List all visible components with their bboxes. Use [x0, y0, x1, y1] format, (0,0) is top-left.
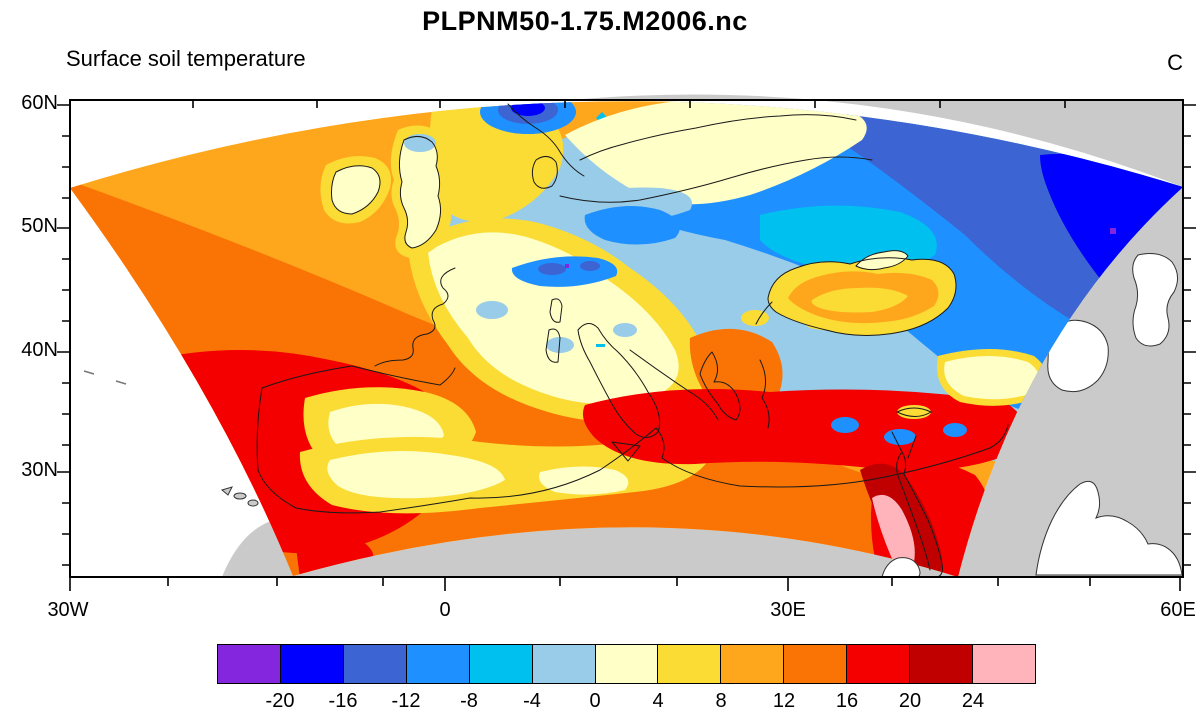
colorbar-label: 24 [961, 690, 985, 712]
colorbar-cell [847, 645, 911, 683]
colorbar-label: -20 [265, 690, 295, 712]
y-tick-label-30n: 30N [21, 459, 58, 481]
colorbar-cell [218, 645, 281, 683]
x-tick-label-0: 0 [439, 599, 451, 621]
x-tick-label-30w: 30W [47, 599, 89, 621]
x-tick-label-30e: 30E [770, 599, 806, 621]
gray-outside-land [83, 94, 1183, 577]
lake-shape [1047, 319, 1109, 393]
x-tick-label-60e: 60E [1160, 599, 1196, 621]
red-sea-mouth [881, 557, 921, 578]
colorbar-label: -12 [391, 690, 421, 712]
units-label: C [1167, 50, 1183, 75]
colorbar-cell [280, 645, 344, 683]
colorbar-label: 20 [898, 690, 922, 712]
colorbar-label: 16 [835, 690, 859, 712]
y-tick-label-60n: 60N [21, 92, 58, 114]
colorbar-label: -8 [460, 690, 478, 712]
colorbar-cell [532, 645, 596, 683]
colorbar-cell [721, 645, 785, 683]
colorbar-label: 0 [589, 690, 601, 712]
colorbar-label: 4 [652, 690, 664, 712]
colorbar-cell [469, 645, 533, 683]
colorbar-cell [595, 645, 659, 683]
colorbar-label: -16 [328, 690, 358, 712]
colorbar-cell [973, 645, 1035, 683]
persian-gulf [1035, 480, 1183, 576]
caspian-sea [1132, 253, 1178, 347]
colorbar-label: 12 [772, 690, 796, 712]
y-tick-label-40n: 40N [21, 339, 58, 361]
colorbar-cell [406, 645, 470, 683]
page-title: PLPNM50-1.75.M2006.nc [422, 6, 748, 36]
colorbar [217, 644, 1036, 684]
colorbar-cell [658, 645, 722, 683]
colorbar-label: 8 [715, 690, 727, 712]
colorbar-cell [343, 645, 407, 683]
colorbar-label: -4 [523, 690, 541, 712]
variable-subtitle: Surface soil temperature [66, 46, 306, 71]
colorbar-cell [784, 645, 848, 683]
colorbar-cell [910, 645, 974, 683]
y-tick-label-50n: 50N [21, 215, 58, 237]
axes-frame [57, 99, 1196, 591]
island [220, 486, 233, 496]
tick-marks [57, 100, 1196, 591]
coastlines [256, 103, 1009, 578]
